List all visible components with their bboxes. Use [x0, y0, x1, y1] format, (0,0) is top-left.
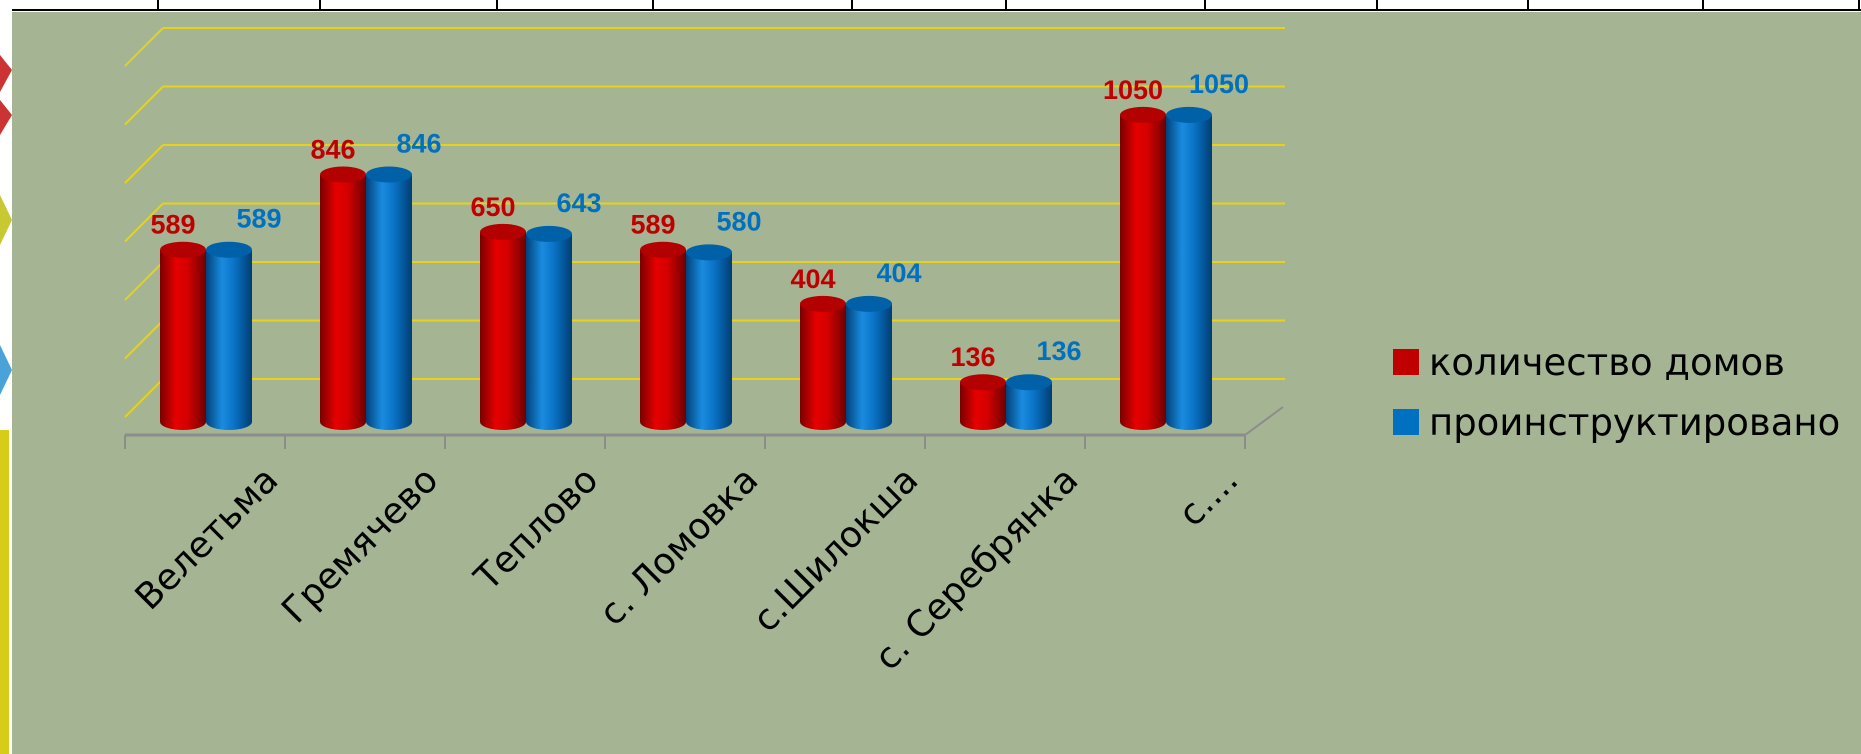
legend-swatch-red	[1393, 349, 1419, 375]
legend: количество домов проинструктировано	[1393, 332, 1840, 452]
x-tick-label: Велетьма	[128, 459, 287, 618]
data-label: 650	[470, 192, 515, 222]
bar	[320, 166, 366, 430]
gridline	[124, 202, 1285, 243]
data-label: 1050	[1103, 75, 1163, 105]
legend-label-instructed: проинструктировано	[1429, 400, 1841, 444]
data-label: 404	[790, 264, 835, 294]
gridline	[124, 27, 1285, 67]
top-border-strip	[0, 0, 1861, 12]
bar	[206, 241, 252, 430]
bar	[480, 223, 526, 430]
bar	[800, 295, 846, 430]
bar	[526, 225, 572, 430]
gridline	[124, 85, 1285, 126]
data-label: 589	[630, 210, 675, 240]
bar	[960, 374, 1006, 430]
legend-swatch-blue	[1393, 409, 1419, 435]
bar-chart: 589 589 Велетьма 846 846 Гремячево 650 643 Тепло…	[124, 27, 1285, 679]
legend-item-houses: количество домов	[1393, 332, 1840, 392]
x-tick-label: с....	[1171, 459, 1246, 534]
data-label: 136	[1036, 336, 1081, 366]
bar	[366, 166, 412, 430]
data-label: 589	[236, 204, 281, 234]
x-tick-label: с. Ломовка	[592, 459, 767, 634]
gridline	[124, 144, 1285, 184]
bar	[1166, 106, 1212, 430]
bar	[846, 295, 892, 430]
x-tick-label: Теплово	[466, 459, 606, 599]
x-axis-depth	[1244, 406, 1284, 436]
data-label: 1050	[1189, 69, 1249, 99]
x-tick-label: с.Шилокша	[745, 459, 926, 640]
bar	[160, 241, 206, 430]
chart-panel: 589 589 Велетьма 846 846 Гремячево 650 643 Тепло…	[12, 12, 1861, 754]
data-label: 589	[150, 210, 195, 240]
data-label: 846	[310, 135, 355, 165]
left-decorative-strip	[0, 0, 12, 754]
legend-label-houses: количество домов	[1429, 340, 1785, 384]
bar	[1120, 106, 1166, 430]
legend-item-instructed: проинструктировано	[1393, 392, 1840, 452]
data-label: 643	[556, 188, 601, 218]
bar	[640, 241, 686, 430]
bar	[1006, 374, 1052, 430]
data-label: 580	[716, 206, 761, 236]
data-label: 846	[396, 129, 441, 159]
bar	[686, 244, 732, 430]
data-label: 404	[876, 258, 921, 288]
x-tick-label: Гремячево	[274, 459, 446, 631]
data-label: 136	[950, 342, 995, 372]
